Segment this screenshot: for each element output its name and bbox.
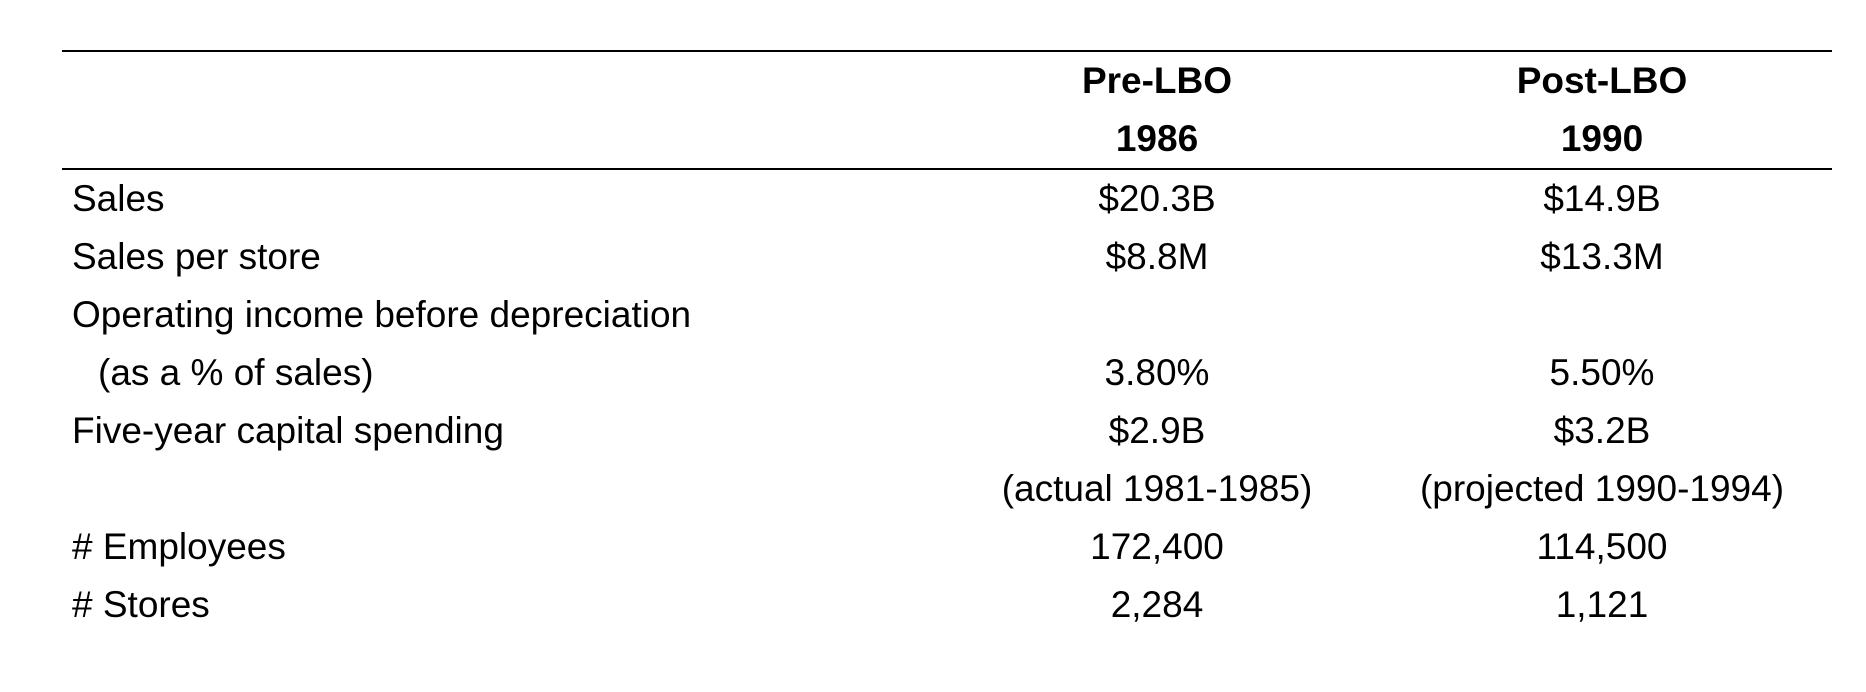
row-label: Sales per store	[72, 236, 321, 277]
pre-lbo-value	[942, 286, 1372, 344]
post-lbo-value: (projected 1990-1994)	[1419, 468, 1785, 509]
table-body: Sales $20.3B $14.9B Sales per store $8.8…	[62, 169, 1832, 634]
row-label	[62, 460, 942, 518]
table-header: Pre-LBO Post-LBO 1986 1990	[62, 50, 1832, 170]
comparison-table-container: Pre-LBO Post-LBO 1986 1990 Sales $20.3B …	[62, 50, 1832, 634]
table-row-sales: Sales $20.3B $14.9B	[62, 169, 1832, 228]
row-label: # Employees	[72, 526, 286, 567]
row-label: # Stores	[72, 584, 210, 625]
post-lbo-value: $13.3M	[1540, 236, 1664, 277]
header-post-lbo: Post-LBO	[1372, 50, 1832, 110]
table-row-operating-income-pct: (as a % of sales) 3.80% 5.50%	[62, 344, 1832, 402]
table-row-sales-per-store: Sales per store $8.8M $13.3M	[62, 228, 1832, 286]
pre-lbo-value: $8.8M	[1105, 236, 1209, 277]
post-lbo-value: $3.2B	[1553, 410, 1651, 451]
row-label: Sales	[72, 178, 165, 219]
row-label: (as a % of sales)	[98, 352, 374, 393]
header-label-blank-2	[62, 110, 942, 170]
post-lbo-value: $14.9B	[1543, 178, 1661, 219]
table-row-capital-spending: Five-year capital spending $2.9B $3.2B	[62, 402, 1832, 460]
row-label: Five-year capital spending	[72, 410, 504, 451]
row-label: Operating income before depreciation	[72, 294, 692, 335]
header-post-year: 1990	[1372, 110, 1832, 170]
post-lbo-value: 5.50%	[1549, 352, 1655, 393]
pre-lbo-value: $20.3B	[1098, 178, 1216, 219]
table-row-operating-income: Operating income before depreciation	[62, 286, 1832, 344]
table-row-stores: # Stores 2,284 1,121	[62, 576, 1832, 634]
lbo-comparison-table: Pre-LBO Post-LBO 1986 1990 Sales $20.3B …	[62, 50, 1832, 634]
pre-lbo-value: 2,284	[1110, 584, 1204, 625]
pre-lbo-value: $2.9B	[1108, 410, 1206, 451]
pre-lbo-value: 172,400	[1090, 526, 1224, 567]
post-lbo-value: 114,500	[1536, 526, 1668, 567]
header-pre-lbo: Pre-LBO	[942, 50, 1372, 110]
post-lbo-value	[1372, 286, 1832, 344]
header-pre-year: 1986	[942, 110, 1372, 170]
header-row-2: 1986 1990	[62, 110, 1832, 170]
pre-lbo-value: 3.80%	[1104, 352, 1210, 393]
table-row-employees: # Employees 172,400 114,500	[62, 518, 1832, 576]
header-label-blank	[62, 50, 942, 110]
post-lbo-value: 1,121	[1555, 584, 1649, 625]
pre-lbo-value: (actual 1981-1985)	[1001, 468, 1313, 509]
header-row-1: Pre-LBO Post-LBO	[62, 50, 1832, 110]
table-row-capital-spending-note: (actual 1981-1985) (projected 1990-1994)	[62, 460, 1832, 518]
